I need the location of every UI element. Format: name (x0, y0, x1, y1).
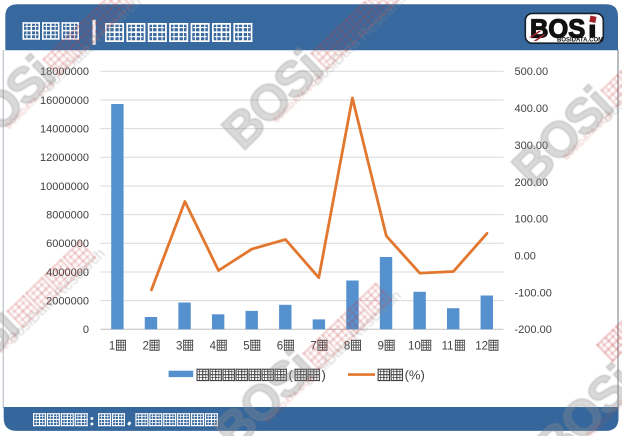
svg-text:8000000: 8000000 (46, 210, 89, 222)
svg-text:2: 2 (143, 341, 149, 353)
svg-text:400.00: 400.00 (515, 103, 549, 115)
svg-text:16000000: 16000000 (40, 95, 89, 107)
svg-text:11: 11 (442, 341, 454, 353)
svg-text:8: 8 (344, 341, 350, 353)
svg-text:10: 10 (408, 341, 421, 353)
svg-text:5: 5 (243, 341, 249, 353)
svg-text:500.00: 500.00 (515, 66, 549, 78)
svg-text:-200.00: -200.00 (515, 324, 552, 336)
svg-text:(: ( (289, 368, 294, 383)
svg-text:BOSIDATA.COM: BOSIDATA.COM (557, 37, 603, 43)
svg-text:4: 4 (210, 341, 217, 353)
svg-text:300.00: 300.00 (515, 140, 549, 152)
svg-text:0: 0 (83, 324, 89, 336)
svg-text:2000000: 2000000 (46, 296, 89, 308)
svg-text:100.00: 100.00 (515, 214, 549, 226)
svg-text:3: 3 (176, 341, 182, 353)
svg-text:6: 6 (277, 341, 283, 353)
svg-text:(%): (%) (405, 368, 425, 383)
svg-text:10000000: 10000000 (40, 181, 89, 193)
svg-text:12: 12 (475, 341, 488, 353)
svg-text:14000000: 14000000 (40, 124, 89, 136)
svg-text:9: 9 (378, 341, 384, 353)
svg-text:-100.00: -100.00 (515, 287, 552, 299)
svg-text:12000000: 12000000 (40, 152, 89, 164)
svg-text:200.00: 200.00 (515, 177, 549, 189)
svg-text:1: 1 (109, 341, 115, 353)
svg-text:0.00: 0.00 (515, 250, 536, 262)
svg-text:): ) (322, 368, 326, 383)
